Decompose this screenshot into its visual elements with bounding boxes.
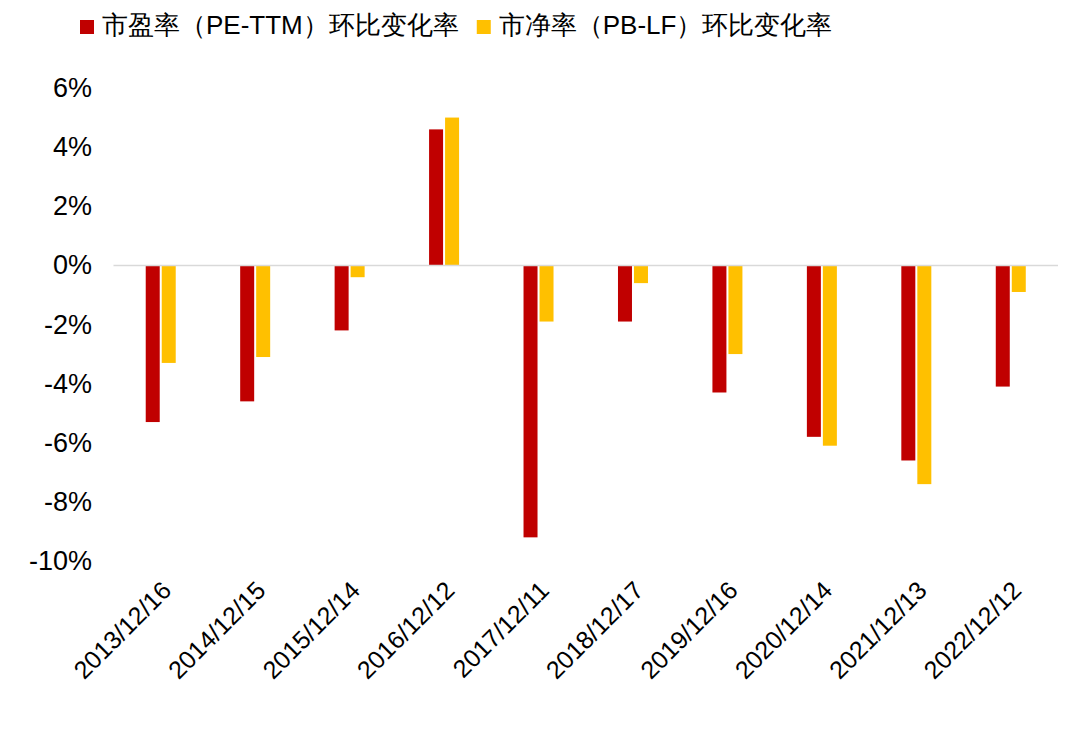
bar	[728, 265, 742, 354]
y-tick-label: -4%	[44, 369, 92, 399]
bar	[1012, 265, 1026, 292]
x-tick-label: 2022/12/12	[918, 576, 1026, 684]
y-tick-label: 0%	[53, 250, 92, 280]
bar	[146, 265, 160, 422]
bar	[445, 118, 459, 266]
bar	[901, 265, 915, 460]
x-tick-label: 2017/12/11	[447, 576, 554, 683]
y-tick-label: 4%	[53, 132, 92, 162]
x-axis	[114, 265, 1059, 267]
bar	[540, 265, 554, 321]
x-tick-label: 2014/12/15	[162, 576, 270, 684]
y-tick-label: -6%	[44, 428, 92, 458]
legend-label: 市净率（PB-LF）环比变化率	[499, 10, 833, 40]
x-tick-label: 2020/12/14	[729, 576, 837, 684]
x-tick-label: 2013/12/16	[68, 576, 176, 684]
bar	[429, 129, 443, 265]
bar	[996, 265, 1010, 386]
y-tick-label: -10%	[29, 546, 92, 576]
x-tick-label: 2019/12/16	[635, 576, 743, 684]
bar	[256, 265, 270, 357]
bar	[807, 265, 821, 436]
x-tick-label: 2021/12/13	[824, 576, 932, 684]
bar	[823, 265, 837, 445]
x-tick-label: 2015/12/14	[257, 576, 365, 684]
y-tick-label: 6%	[53, 73, 92, 103]
bar	[712, 265, 726, 392]
legend-label: 市盈率（PE-TTM）环比变化率	[102, 10, 459, 40]
chart: -10% -8% -6% -4% -2% 0% 2% 4% 6% 2013/12/162014/1…	[0, 0, 1080, 740]
bar	[351, 265, 365, 277]
y-tick-label: 2%	[53, 191, 92, 221]
bar	[240, 265, 254, 401]
bar	[917, 265, 931, 484]
legend-swatch	[477, 20, 491, 34]
bar	[335, 265, 349, 330]
y-tick-label: -2%	[44, 310, 92, 340]
x-tick-label: 2018/12/17	[540, 576, 648, 684]
bar	[524, 265, 538, 537]
legend-swatch	[80, 20, 94, 34]
bar	[634, 265, 648, 283]
y-tick-label: -8%	[44, 487, 92, 517]
bar	[618, 265, 632, 321]
x-tick-label: 2016/12/12	[351, 576, 459, 684]
bar	[162, 265, 176, 363]
